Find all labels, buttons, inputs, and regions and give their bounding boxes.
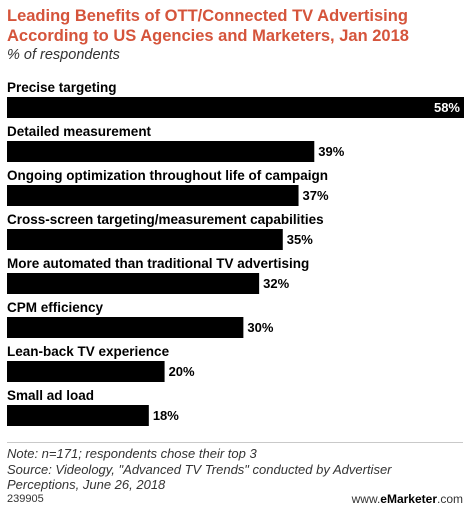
category-label-cross-screen-targeting-measurement-capabilities: Cross-screen targeting/measurement capab…: [7, 212, 324, 227]
note-text: Note: n=171; respondents chose their top…: [7, 446, 257, 461]
brand-credit: www.eMarketer.com: [352, 492, 463, 506]
value-label-precise-targeting: 58%: [434, 100, 460, 115]
bar-cross-screen-targeting-measurement-capabilities: [7, 229, 283, 250]
source-text: Source: Videology, "Advanced TV Trends" …: [7, 461, 392, 493]
category-label-ongoing-optimization-throughout-life-of-campaign: Ongoing optimization throughout life of …: [7, 168, 328, 183]
bar-cpm-efficiency: [7, 317, 244, 338]
value-label-small-ad-load: 18%: [153, 408, 179, 423]
chart-id: 239905: [7, 493, 44, 505]
bar-small-ad-load: [7, 405, 149, 426]
brand-suffix: .com: [436, 492, 463, 506]
value-label-ongoing-optimization-throughout-life-of-campaign: 37%: [303, 188, 329, 203]
value-label-cross-screen-targeting-measurement-capabilities: 35%: [287, 232, 313, 247]
bar-more-automated-than-traditional-tv-advertising: [7, 273, 260, 294]
category-label-lean-back-tv-experience: Lean-back TV experience: [7, 344, 170, 359]
chart-subtitle: % of respondents: [7, 47, 120, 63]
brand-name: eMarketer: [380, 492, 437, 506]
bar-precise-targeting: [7, 97, 464, 118]
value-label-lean-back-tv-experience: 20%: [169, 364, 195, 379]
category-label-small-ad-load: Small ad load: [7, 388, 94, 403]
brand-prefix: www.: [351, 492, 381, 506]
bar-detailed-measurement: [7, 141, 315, 162]
value-label-cpm-efficiency: 30%: [247, 320, 273, 335]
value-label-detailed-measurement: 39%: [318, 144, 344, 159]
category-label-detailed-measurement: Detailed measurement: [7, 124, 152, 139]
category-label-more-automated-than-traditional-tv-advertising: More automated than traditional TV adver…: [7, 256, 309, 271]
bar-ongoing-optimization-throughout-life-of-campaign: [7, 185, 299, 206]
chart-notes: Note: n=171; respondents chose their top…: [7, 442, 463, 493]
bar-lean-back-tv-experience: [7, 361, 165, 382]
category-label-precise-targeting: Precise targeting: [7, 80, 117, 95]
value-label-more-automated-than-traditional-tv-advertising: 32%: [263, 276, 289, 291]
bar-chart: Precise targeting 58% Detailed measurement…: [7, 80, 464, 426]
chart-title: Leading Benefits of OTT/Connected TV Adv…: [7, 7, 409, 45]
category-label-cpm-efficiency: CPM efficiency: [7, 300, 104, 315]
